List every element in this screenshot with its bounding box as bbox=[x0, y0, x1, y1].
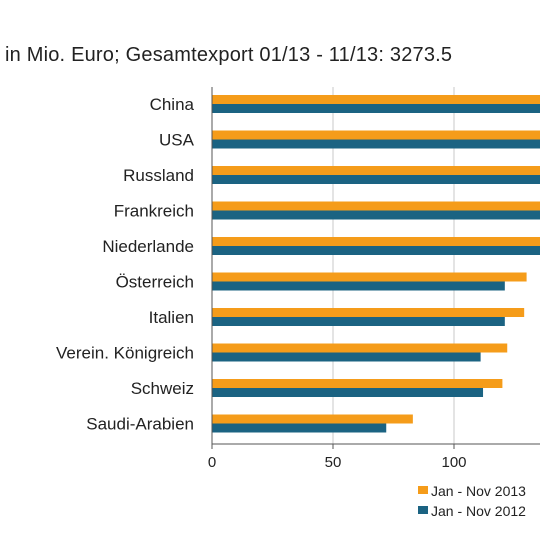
tick-labels: 050100150200250 bbox=[208, 454, 467, 471]
bar bbox=[212, 423, 387, 433]
bar bbox=[212, 343, 508, 353]
legend-label: Jan - Nov 2013 bbox=[431, 483, 526, 499]
bar bbox=[212, 246, 540, 255]
bar bbox=[212, 317, 505, 326]
bar bbox=[212, 210, 540, 220]
category-label: Verein. Königreich bbox=[56, 344, 194, 363]
bar bbox=[212, 281, 505, 291]
category-label: Österreich bbox=[116, 273, 194, 292]
x-tick-label: 50 bbox=[325, 454, 342, 471]
x-tick-label: 100 bbox=[441, 454, 466, 471]
bar bbox=[212, 237, 540, 246]
axes bbox=[211, 87, 540, 449]
bar bbox=[212, 201, 540, 211]
category-label: Russland bbox=[123, 166, 194, 185]
bars bbox=[212, 95, 540, 433]
bar bbox=[212, 388, 484, 397]
category-label: Niederlande bbox=[102, 237, 194, 256]
category-label: USA bbox=[159, 131, 195, 150]
category-label: China bbox=[150, 95, 195, 114]
legend-label: Jan - Nov 2012 bbox=[431, 503, 526, 519]
bar bbox=[212, 139, 540, 149]
legend: Jan - Nov 2013 Jan - Nov 2012 bbox=[418, 483, 526, 519]
category-label: Saudi-Arabien bbox=[86, 415, 194, 434]
category-label: Frankreich bbox=[114, 202, 194, 221]
bar bbox=[212, 352, 481, 362]
bar bbox=[212, 175, 540, 184]
bar bbox=[212, 95, 540, 104]
x-tick-label: 0 bbox=[208, 454, 216, 471]
category-label: Italien bbox=[149, 308, 194, 327]
bar bbox=[212, 130, 540, 140]
bar bbox=[212, 104, 540, 113]
bar bbox=[212, 272, 527, 282]
legend-swatch bbox=[418, 506, 428, 514]
category-label: Schweiz bbox=[131, 379, 194, 398]
legend-swatch bbox=[418, 486, 428, 494]
bar bbox=[212, 166, 540, 175]
bar bbox=[212, 414, 413, 424]
chart-subtitle: in Mio. Euro; Gesamtexport 01/13 - 11/13… bbox=[5, 44, 453, 66]
bar bbox=[212, 379, 503, 388]
bar bbox=[212, 308, 525, 317]
category-labels: China USA Russland Frankreich Niederlande Öst… bbox=[56, 95, 195, 434]
